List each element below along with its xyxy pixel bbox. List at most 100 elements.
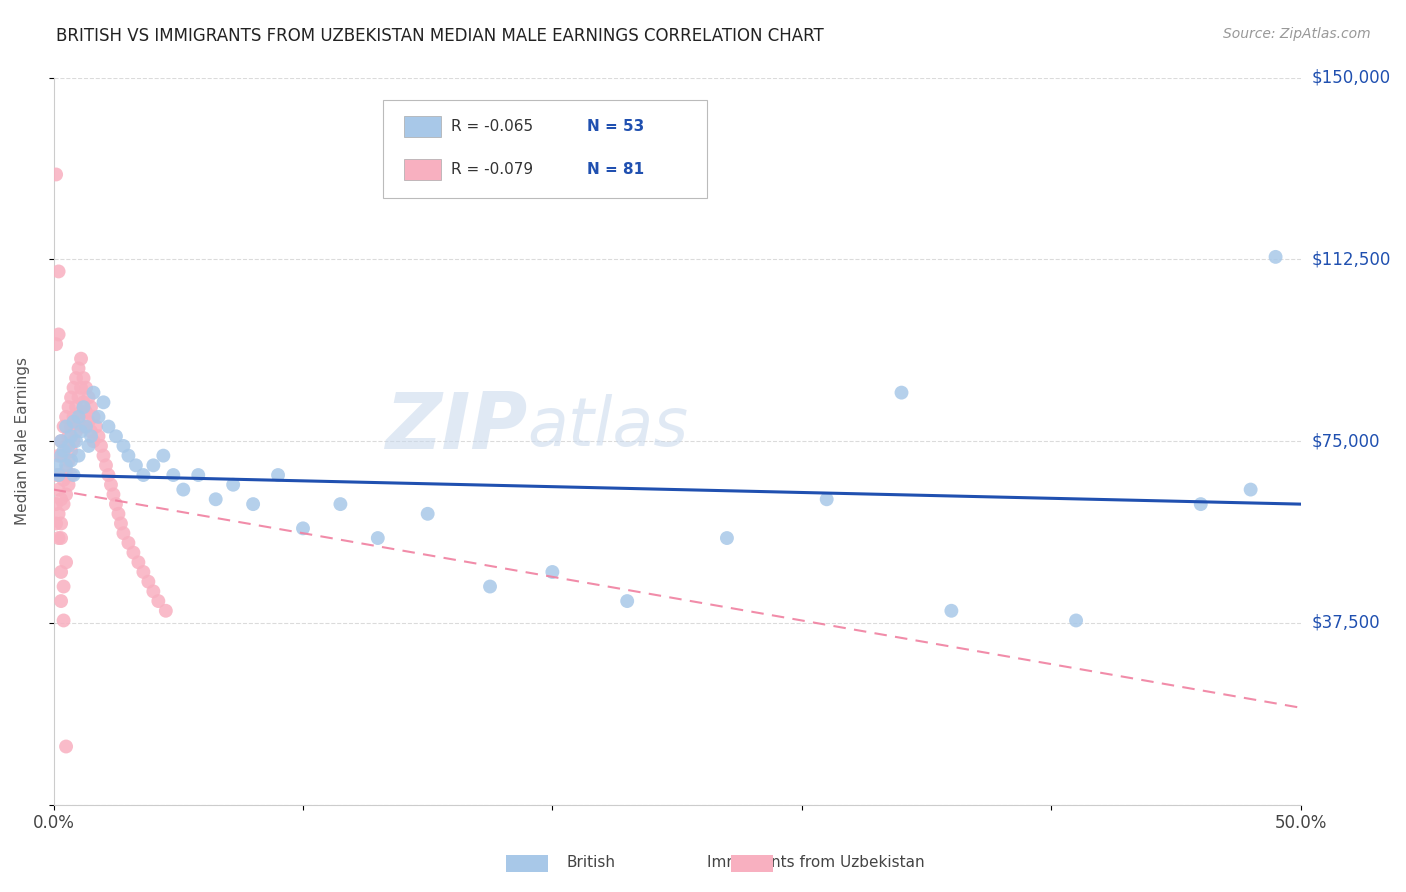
Point [155,604,177,618]
Point [67,391,90,405]
Point [72,395,94,409]
Point [890,385,912,400]
Text: N = 53: N = 53 [588,119,644,134]
Point [93,449,115,463]
Point [77,391,100,405]
Point [80,400,103,414]
Point [94,458,117,473]
Point [55,487,77,501]
Point [45,168,67,182]
Point [52,449,75,463]
Point [242,497,264,511]
Point [58,400,80,414]
Point [65,400,87,414]
Point [941,604,963,618]
Text: R = -0.079: R = -0.079 [451,161,533,177]
Point [138,574,160,589]
Point [75,381,97,395]
Point [80,425,103,439]
Point [67,449,90,463]
Point [152,449,174,463]
Point [83,385,105,400]
Point [49,468,72,483]
Point [148,594,170,608]
Point [67,415,90,429]
Point [75,405,97,419]
Point [104,429,127,443]
Point [49,434,72,449]
Text: $75,000: $75,000 [1312,432,1381,450]
Point [48,327,70,342]
Point [60,429,83,443]
Point [60,391,83,405]
Point [48,264,70,278]
Point [49,449,72,463]
Point [55,555,77,569]
Text: Immigrants from Uzbekistan: Immigrants from Uzbekistan [707,855,924,870]
Point [77,415,100,429]
Point [52,497,75,511]
Point [1064,614,1087,628]
Point [65,425,87,439]
Point [77,439,100,453]
Point [97,419,120,434]
Point [187,468,209,483]
Text: atlas: atlas [527,393,689,459]
Point [112,526,135,541]
Point [55,458,77,473]
Point [52,614,75,628]
Point [67,409,90,424]
Point [329,497,352,511]
Point [104,497,127,511]
Point [65,371,87,385]
Text: ZIP: ZIP [385,389,527,465]
Point [58,453,80,467]
Point [107,507,129,521]
Y-axis label: Median Male Earnings: Median Male Earnings [15,357,30,525]
Point [1240,483,1263,497]
Point [52,419,75,434]
Point [49,516,72,531]
Text: $112,500: $112,500 [1312,251,1391,268]
Text: N = 81: N = 81 [588,161,644,177]
Point [48,507,70,521]
Point [58,429,80,443]
Point [72,419,94,434]
Point [70,405,93,419]
Point [87,409,110,424]
Point [55,463,77,477]
Point [52,443,75,458]
Point [45,337,67,351]
Point [162,468,184,483]
Point [100,477,122,491]
Point [103,487,125,501]
Point [112,439,135,453]
Point [479,580,502,594]
Point [72,371,94,385]
Point [90,439,112,453]
Point [93,395,115,409]
Point [142,584,165,599]
Point [60,419,83,434]
Point [541,565,564,579]
Point [45,468,67,483]
Point [616,594,638,608]
Point [52,473,75,487]
Point [367,531,389,545]
Point [48,468,70,483]
Point [49,531,72,545]
Point [55,739,77,754]
Point [132,565,155,579]
Point [45,497,67,511]
Point [52,580,75,594]
Point [815,492,838,507]
Text: British: British [567,855,614,870]
Point [58,477,80,491]
Point [70,425,93,439]
Point [83,434,105,449]
Point [110,516,132,531]
Point [49,434,72,449]
Point [1189,497,1212,511]
Text: $150,000: $150,000 [1312,69,1391,87]
Point [84,419,107,434]
